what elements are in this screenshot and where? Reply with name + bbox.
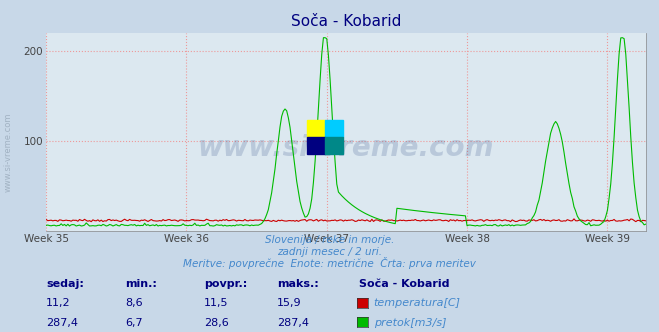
Bar	[306, 120, 325, 137]
Text: Meritve: povprečne  Enote: metrične  Črta: prva meritev: Meritve: povprečne Enote: metrične Črta:…	[183, 257, 476, 269]
Text: sedaj:: sedaj:	[46, 279, 84, 289]
Text: 8,6: 8,6	[125, 298, 143, 308]
Bar	[306, 137, 325, 154]
Text: 6,7: 6,7	[125, 318, 143, 328]
Text: maks.:: maks.:	[277, 279, 318, 289]
Text: 28,6: 28,6	[204, 318, 229, 328]
Title: Soča - Kobarid: Soča - Kobarid	[291, 14, 401, 29]
Text: 287,4: 287,4	[277, 318, 309, 328]
Text: 11,5: 11,5	[204, 298, 229, 308]
Bar	[325, 120, 343, 137]
Text: 287,4: 287,4	[46, 318, 78, 328]
Text: povpr.:: povpr.:	[204, 279, 248, 289]
Text: 11,2: 11,2	[46, 298, 71, 308]
Text: www.si-vreme.com: www.si-vreme.com	[198, 134, 494, 162]
Text: 15,9: 15,9	[277, 298, 301, 308]
Text: pretok[m3/s]: pretok[m3/s]	[374, 318, 446, 328]
Text: min.:: min.:	[125, 279, 157, 289]
Text: temperatura[C]: temperatura[C]	[374, 298, 461, 308]
Text: Slovenija / reke in morje.: Slovenija / reke in morje.	[265, 235, 394, 245]
Text: www.si-vreme.com: www.si-vreme.com	[3, 113, 13, 193]
Text: Soča - Kobarid: Soča - Kobarid	[359, 279, 449, 289]
Text: zadnji mesec / 2 uri.: zadnji mesec / 2 uri.	[277, 247, 382, 257]
Bar	[325, 137, 343, 154]
